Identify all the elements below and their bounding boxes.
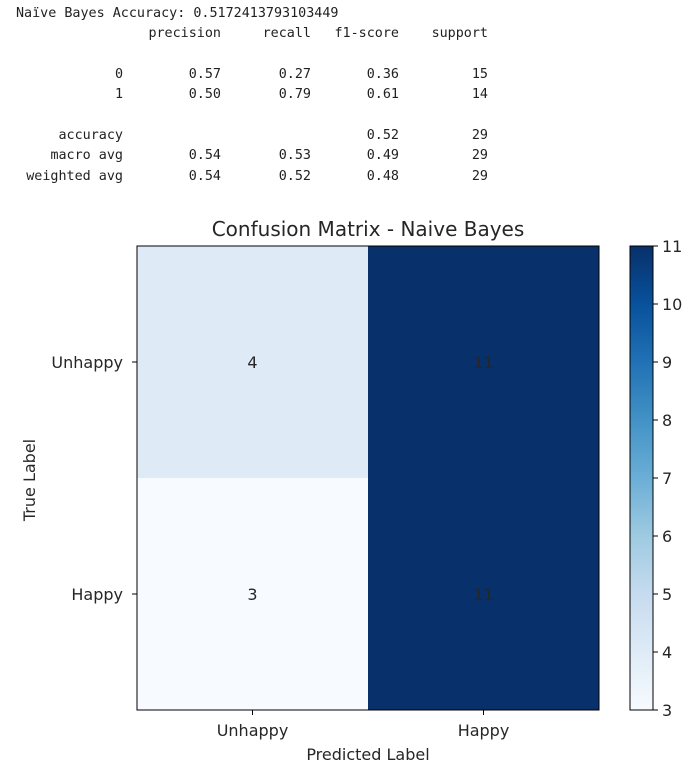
row-label: macro avg bbox=[50, 148, 123, 163]
row-label: 1 bbox=[114, 87, 123, 102]
colorbar-tick-label: 6 bbox=[662, 527, 672, 546]
row-precision: 0.54 bbox=[188, 148, 221, 163]
row-precision: 0.57 bbox=[188, 67, 221, 82]
plot-frame bbox=[136, 245, 600, 711]
colorbar-tick-label: 7 bbox=[662, 469, 672, 488]
x-axis-label: Predicted Label bbox=[306, 745, 429, 764]
y-axis-label: True Label bbox=[20, 439, 39, 522]
colorbar-tick-label: 8 bbox=[662, 411, 672, 430]
cell-value-label: 11 bbox=[473, 353, 493, 372]
row-f1: 0.49 bbox=[366, 148, 399, 163]
row-precision: 0.54 bbox=[188, 169, 221, 184]
colorbar-tick-label: 4 bbox=[662, 643, 672, 662]
row-support: 29 bbox=[471, 148, 488, 163]
confusion-matrix-chart: Confusion Matrix - Naive Bayes 4 11 3 11 Un… bbox=[20, 217, 682, 764]
row-support: 15 bbox=[471, 67, 488, 82]
colorbar-tick-label: 3 bbox=[662, 701, 672, 720]
chart-title: Confusion Matrix - Naive Bayes bbox=[212, 217, 525, 241]
header-support: support bbox=[431, 26, 488, 41]
row-recall: 0.52 bbox=[278, 169, 311, 184]
x-axis: Unhappy Happy bbox=[217, 710, 510, 740]
confusion-matrix-figure: Confusion Matrix - Naive Bayes 4 11 3 11 Un… bbox=[0, 200, 693, 764]
y-tick-label: Unhappy bbox=[51, 353, 123, 372]
row-label: accuracy bbox=[58, 128, 124, 143]
header-recall: recall bbox=[262, 26, 311, 41]
colorbar-ticks: 3 4 5 6 7 8 9 10 11 bbox=[653, 237, 682, 720]
heatmap-cell bbox=[368, 478, 599, 710]
row-support: 29 bbox=[471, 169, 488, 184]
heatmap-cell bbox=[368, 246, 599, 478]
x-tick-label: Happy bbox=[458, 721, 510, 740]
y-axis: Unhappy Happy bbox=[51, 353, 137, 604]
heatmap-cells: 4 11 3 11 bbox=[137, 246, 599, 710]
heatmap-cell bbox=[137, 246, 368, 478]
header-f1-score: f1-score bbox=[334, 26, 400, 41]
row-recall: 0.27 bbox=[278, 67, 311, 82]
heatmap-cell bbox=[137, 478, 368, 710]
cell-value-label: 3 bbox=[247, 585, 257, 604]
row-f1: 0.36 bbox=[366, 67, 399, 82]
y-tick-label: Happy bbox=[71, 585, 123, 604]
row-f1: 0.61 bbox=[366, 87, 399, 102]
colorbar-tick-label: 10 bbox=[662, 295, 682, 314]
colorbar-tick-label: 5 bbox=[662, 585, 672, 604]
accuracy-line: Naïve Bayes Accuracy: 0.5172413793103449 bbox=[16, 6, 339, 21]
row-f1: 0.52 bbox=[366, 128, 399, 143]
x-tick-label: Unhappy bbox=[217, 721, 289, 740]
colorbar bbox=[630, 246, 653, 710]
cell-value-label: 11 bbox=[473, 585, 493, 604]
cell-value-label: 4 bbox=[247, 353, 257, 372]
row-label: 0 bbox=[114, 67, 123, 82]
classification-report: Naïve Bayes Accuracy: 0.5172413793103449… bbox=[0, 0, 693, 195]
row-support: 14 bbox=[471, 87, 488, 102]
colorbar-tick-label: 11 bbox=[662, 237, 682, 256]
colorbar-tick-label: 9 bbox=[662, 353, 672, 372]
row-recall: 0.53 bbox=[278, 148, 311, 163]
header-precision: precision bbox=[148, 26, 221, 41]
row-f1: 0.48 bbox=[366, 169, 399, 184]
row-label: weighted avg bbox=[26, 169, 123, 184]
row-recall: 0.79 bbox=[278, 87, 311, 102]
row-support: 29 bbox=[471, 128, 488, 143]
row-precision: 0.50 bbox=[188, 87, 221, 102]
